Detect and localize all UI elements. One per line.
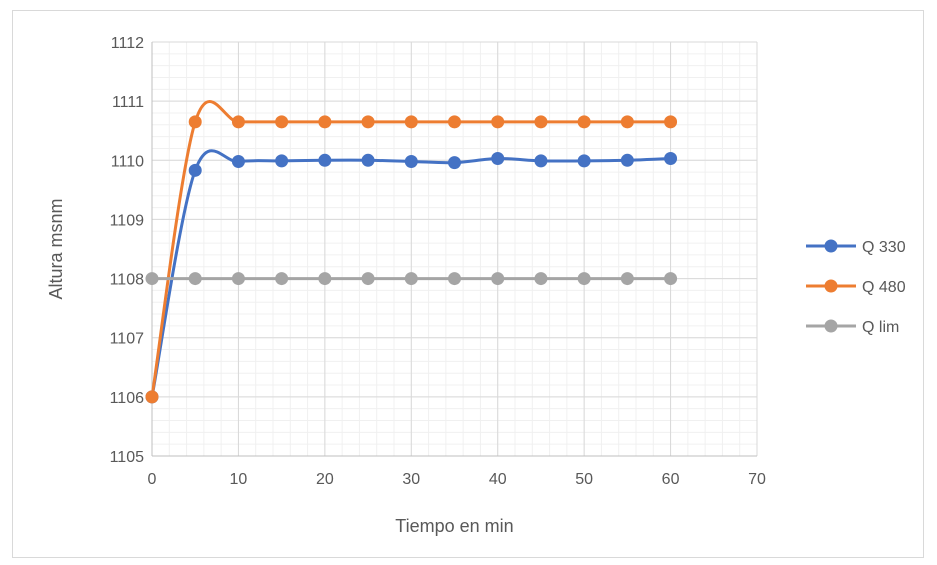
x-tick-label: 30 — [402, 471, 420, 488]
y-tick-label: 1107 — [110, 331, 145, 348]
x-tick-label: 0 — [148, 471, 157, 488]
data-point — [318, 272, 332, 286]
data-point — [491, 115, 505, 129]
data-point — [404, 154, 418, 168]
data-point — [491, 272, 505, 286]
y-tick-label: 1112 — [111, 35, 144, 52]
data-point — [361, 115, 375, 129]
y-tick-label: 1105 — [110, 449, 145, 466]
data-point — [620, 115, 634, 129]
data-point — [188, 272, 202, 286]
axes — [151, 42, 757, 457]
x-axis-title: Tiempo en min — [395, 516, 513, 536]
y-tick-label: 1108 — [110, 272, 145, 289]
data-point — [318, 153, 332, 167]
y-tick-label: 1106 — [110, 390, 145, 407]
data-point — [448, 115, 461, 129]
data-point — [448, 156, 461, 170]
data-point — [664, 152, 678, 166]
y-axis-title: Altura msnm — [46, 198, 66, 299]
legend-marker — [824, 319, 838, 333]
data-point — [231, 154, 245, 168]
data-point — [577, 115, 591, 129]
data-point — [145, 272, 159, 286]
data-point — [620, 272, 634, 286]
data-point — [664, 272, 678, 286]
data-point — [275, 272, 289, 286]
legend-marker — [824, 279, 838, 293]
series-points — [145, 115, 678, 404]
x-tick-label: 10 — [230, 471, 248, 488]
y-tick-label: 1110 — [111, 153, 144, 170]
x-tick-label: 50 — [575, 471, 593, 488]
data-point — [231, 272, 245, 286]
data-point — [534, 115, 548, 129]
data-point — [577, 272, 591, 286]
legend-label: Q 330 — [862, 239, 906, 256]
legend-label: Q 480 — [862, 279, 906, 296]
data-point — [361, 153, 375, 167]
data-point — [188, 163, 202, 177]
data-point — [448, 272, 461, 286]
data-point — [188, 115, 202, 129]
data-point — [534, 154, 548, 168]
data-point — [404, 115, 418, 129]
y-tick-labels: 1105 1106 1107 1108 1109 1110 1111 1112 — [110, 35, 145, 466]
data-point — [275, 115, 289, 129]
x-tick-labels: 0 10 20 30 40 50 60 70 — [148, 471, 766, 488]
data-point — [620, 153, 634, 167]
data-point — [491, 152, 505, 166]
minor-gridlines — [151, 41, 758, 457]
x-tick-label: 70 — [748, 471, 766, 488]
data-point — [404, 272, 418, 286]
data-point — [318, 115, 332, 129]
data-point — [534, 272, 548, 286]
y-tick-label: 1109 — [110, 212, 145, 229]
data-point — [145, 390, 159, 404]
legend-marker — [824, 239, 838, 253]
y-tick-label: 1111 — [112, 94, 144, 111]
data-point — [361, 272, 375, 286]
data-point — [275, 154, 289, 168]
data-point — [664, 115, 678, 129]
major-gridlines — [151, 41, 758, 457]
data-point — [231, 115, 245, 129]
legend: Q 330 Q 480 Q lim — [806, 239, 906, 336]
x-tick-label: 40 — [489, 471, 507, 488]
x-tick-label: 60 — [662, 471, 680, 488]
legend-label: Q lim — [862, 319, 899, 336]
x-tick-label: 20 — [316, 471, 334, 488]
data-point — [577, 154, 591, 168]
